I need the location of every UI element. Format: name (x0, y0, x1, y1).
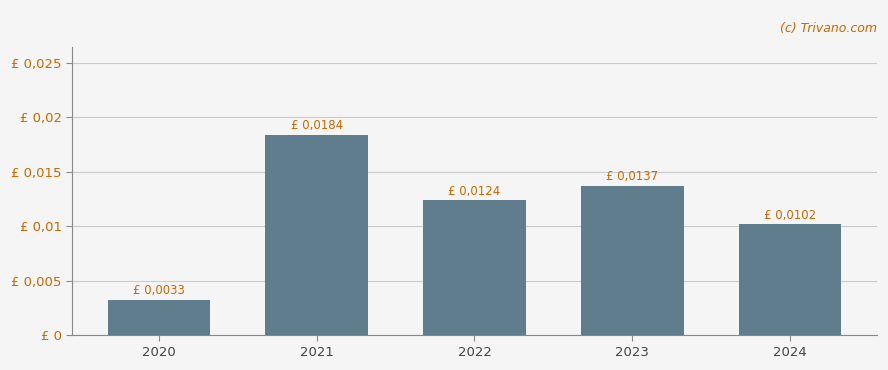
Text: £ 0,0033: £ 0,0033 (133, 284, 185, 297)
Text: £ 0,0124: £ 0,0124 (448, 185, 501, 198)
Text: £ 0,0137: £ 0,0137 (607, 171, 658, 184)
Bar (424, 200, 526, 336)
Bar (739, 224, 842, 336)
Bar (107, 299, 210, 336)
Text: £ 0,0184: £ 0,0184 (290, 119, 343, 132)
Bar (581, 186, 684, 336)
Text: £ 0,0102: £ 0,0102 (764, 209, 816, 222)
Bar (266, 135, 368, 336)
Text: (c) Trivano.com: (c) Trivano.com (780, 22, 876, 35)
